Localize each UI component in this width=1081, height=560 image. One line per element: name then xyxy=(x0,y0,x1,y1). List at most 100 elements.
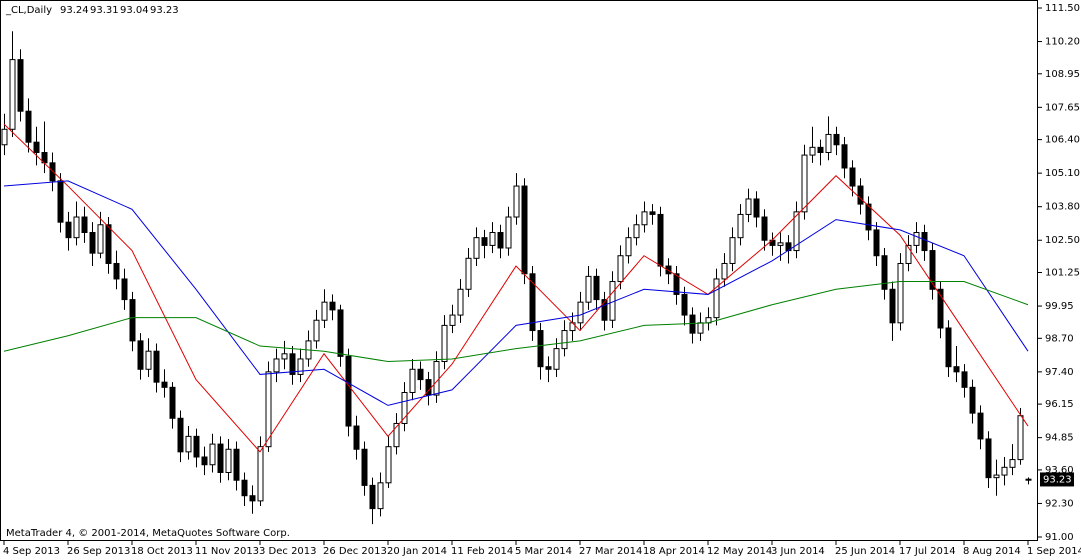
y-tick-label: 101.25 xyxy=(1045,268,1080,279)
x-tick-label: 11 Feb 2014 xyxy=(451,546,513,557)
candle-body xyxy=(9,59,16,130)
candle-body xyxy=(145,350,152,370)
candle-body xyxy=(777,242,784,246)
candle-body xyxy=(57,180,64,223)
candle-body xyxy=(249,495,256,502)
y-tick-label: 106.40 xyxy=(1045,135,1080,146)
candle-body xyxy=(969,386,976,414)
y-tick-label: 91.00 xyxy=(1045,532,1074,543)
candle-body xyxy=(865,203,872,231)
candle-body xyxy=(809,146,816,156)
candle-body xyxy=(241,479,248,497)
candle-body xyxy=(1025,478,1032,481)
ohlc-low: 93.04 xyxy=(120,5,149,16)
candle-body xyxy=(73,216,80,239)
candle-body xyxy=(577,301,584,324)
candle-body xyxy=(1017,415,1024,461)
y-tick-label: 93.60 xyxy=(1045,465,1074,476)
candle-body xyxy=(713,278,720,319)
candle-body xyxy=(489,232,496,246)
y-tick-label: 110.20 xyxy=(1045,37,1080,48)
x-tick-label: 26 Dec 2013 xyxy=(323,546,387,557)
candle-body xyxy=(897,262,904,324)
x-tick-label: 27 Mar 2014 xyxy=(579,546,642,557)
candle-body xyxy=(601,299,608,321)
candle-body xyxy=(913,232,920,246)
candle-body xyxy=(825,133,832,154)
x-tick-label: 3 Jun 2014 xyxy=(771,546,825,557)
candle-body xyxy=(961,371,968,388)
candle-body xyxy=(17,59,24,112)
candle-body xyxy=(385,446,392,484)
candle-body xyxy=(337,309,344,357)
candle-body xyxy=(721,262,728,280)
candle-body xyxy=(153,350,160,383)
candle-body xyxy=(793,211,800,252)
candle-body xyxy=(329,301,336,311)
candle-body xyxy=(833,133,840,146)
candle-body xyxy=(985,438,992,479)
candle-body xyxy=(89,232,96,254)
candle-body xyxy=(545,366,552,370)
candle-body xyxy=(25,110,32,143)
candle-body xyxy=(513,185,520,218)
candle-body xyxy=(745,198,752,215)
x-tick-label: 25 Jun 2014 xyxy=(835,546,895,557)
candle-body xyxy=(889,288,896,324)
candle-body xyxy=(681,293,688,316)
candle-body xyxy=(129,299,136,342)
y-tick-label: 92.30 xyxy=(1045,498,1074,509)
x-tick-label: 1 Sep 2014 xyxy=(1027,546,1081,557)
y-tick-label: 107.65 xyxy=(1045,102,1080,113)
candle-body xyxy=(81,216,88,234)
candle-body xyxy=(537,330,544,368)
candle-body xyxy=(393,422,400,448)
candle-body xyxy=(529,273,536,332)
y-tick-label: 96.15 xyxy=(1045,399,1074,410)
candle-body xyxy=(417,368,424,381)
x-tick-label: 17 Jul 2014 xyxy=(899,546,956,557)
candle-body xyxy=(585,275,592,303)
x-tick-label: 18 Apr 2014 xyxy=(643,546,705,557)
candle-body xyxy=(65,221,72,239)
x-tick-label: 4 Sep 2013 xyxy=(3,546,60,557)
candle-body xyxy=(465,257,472,290)
y-tick-label: 98.70 xyxy=(1045,333,1074,344)
candle-body xyxy=(817,146,824,154)
candle-body xyxy=(881,255,888,290)
candle-body xyxy=(873,229,880,257)
candle-body xyxy=(921,232,928,252)
candle-body xyxy=(201,456,208,466)
candle-body xyxy=(665,265,672,275)
candle-body xyxy=(753,198,760,218)
candle-body xyxy=(441,324,448,363)
ohlc-high: 93.31 xyxy=(90,5,119,16)
candle-body xyxy=(361,448,368,486)
candle-body xyxy=(449,314,456,326)
candle-body xyxy=(729,237,736,264)
candle-body xyxy=(673,273,680,295)
candle-body xyxy=(617,255,624,283)
candle-body xyxy=(225,448,232,473)
candle-body xyxy=(273,358,280,373)
candle-body xyxy=(433,361,440,396)
candle-body xyxy=(161,381,168,388)
candle-body xyxy=(689,314,696,334)
candle-body xyxy=(801,154,808,213)
candle-body xyxy=(761,216,768,241)
candle-body xyxy=(657,213,664,267)
candle-body xyxy=(905,244,912,264)
candle-body xyxy=(321,301,328,321)
y-tick-label: 103.80 xyxy=(1045,202,1080,213)
candle-body xyxy=(377,482,384,510)
candle-body xyxy=(633,224,640,239)
candle-body xyxy=(353,425,360,450)
footer-copyright: MetaTrader 4, © 2001-2014, MetaQuotes So… xyxy=(6,528,290,539)
candle-body xyxy=(849,167,856,187)
candle-body xyxy=(113,262,120,280)
candle-body xyxy=(561,330,568,350)
candle-body xyxy=(257,446,264,502)
y-tick-label: 97.40 xyxy=(1045,367,1074,378)
candle-body xyxy=(345,355,352,427)
candle-body xyxy=(369,484,376,510)
